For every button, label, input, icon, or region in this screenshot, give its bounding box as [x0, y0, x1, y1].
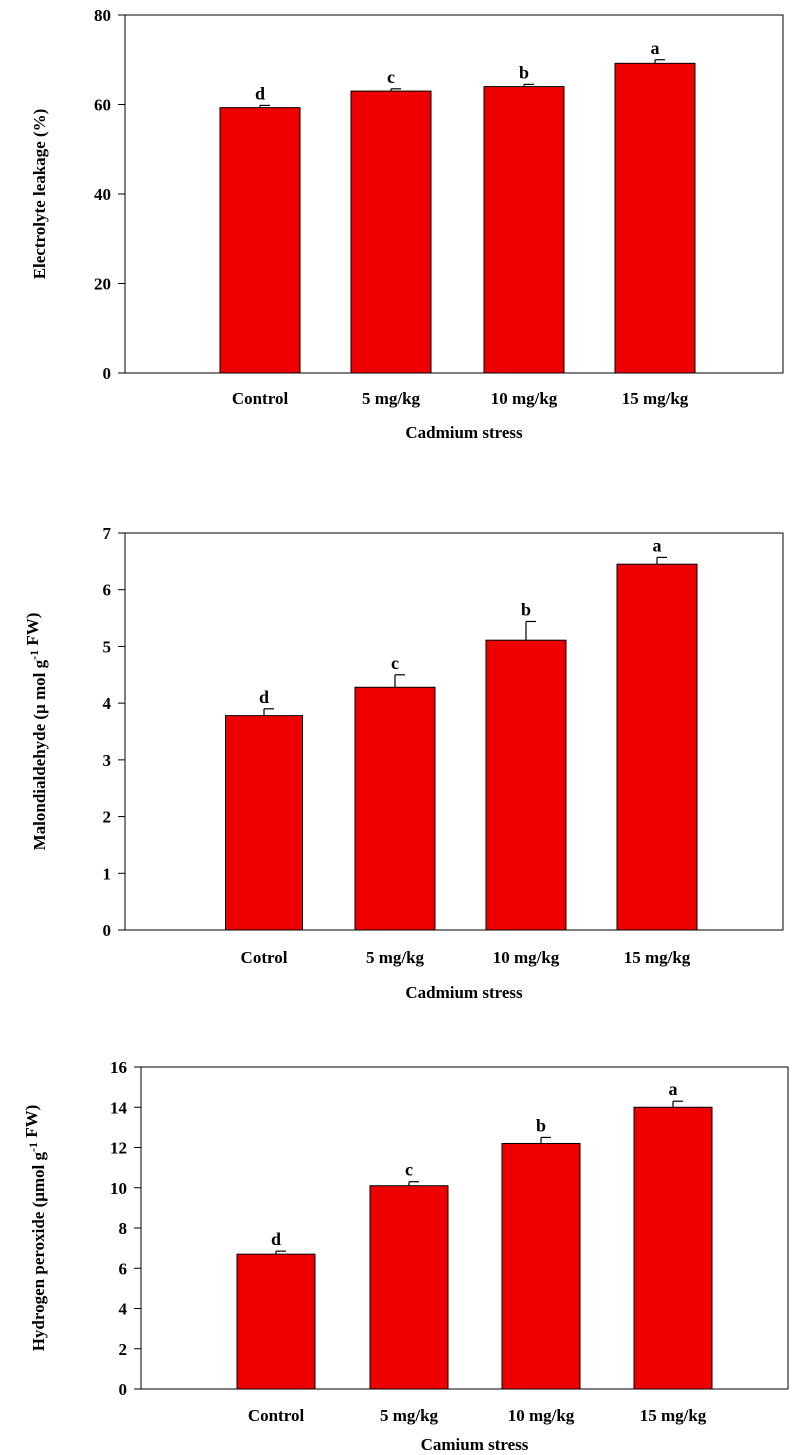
y-tick-label: 40 — [94, 185, 111, 204]
chart-panel-1: 0 20 40 60 80 d Control c 5 mg/kg b 10 mg/kg a 15 mg… — [30, 6, 784, 442]
y-tick-label: 0 — [103, 364, 112, 383]
x-axis-label: Cadmium stress — [405, 423, 523, 442]
y-axis-label-superscript: -1 — [27, 650, 41, 660]
x-category-label: Control — [248, 1406, 305, 1425]
chart-panel-2: 0 1 2 3 4 5 6 7 d Cotrol c 5 mg/kg b 10 mg/kg a 15 mg/k… — [23, 524, 784, 1002]
significance-letter: d — [271, 1229, 281, 1249]
bar — [236, 1253, 316, 1390]
significance-letter: b — [536, 1115, 546, 1135]
chart-panel-3: 0 2 4 6 8 10 12 14 16 d Control c 5 mg/kg b 10 mg/kg a 1… — [22, 1058, 789, 1454]
x-category-label: 15 mg/kg — [624, 948, 691, 967]
x-category-label: 10 mg/kg — [493, 948, 560, 967]
y-tick-label: 2 — [103, 808, 112, 827]
significance-letter: b — [519, 62, 529, 82]
significance-letter: c — [387, 67, 395, 87]
significance-letter: c — [405, 1160, 413, 1180]
significance-letter: d — [255, 83, 265, 103]
y-tick-label: 1 — [103, 864, 112, 883]
y-tick-label: 6 — [119, 1259, 128, 1278]
x-category-label: 10 mg/kg — [491, 389, 558, 408]
x-category-label: 15 mg/kg — [640, 1406, 707, 1425]
y-axis-label-part: Malondialdehyde (μ mol g — [30, 659, 49, 850]
y-axis-label: Electrolyte leakage (%) — [30, 109, 49, 280]
significance-letter: d — [259, 687, 269, 707]
y-tick-label: 3 — [103, 751, 112, 770]
significance-letter: a — [669, 1079, 678, 1099]
y-axis-label-part: FW) — [22, 1105, 41, 1142]
significance-letter: c — [391, 653, 399, 673]
bar — [485, 639, 567, 931]
y-tick-label: 4 — [119, 1300, 128, 1319]
y-tick-label: 20 — [94, 275, 111, 294]
x-category-label: 10 mg/kg — [508, 1406, 575, 1425]
x-category-label: 5 mg/kg — [366, 948, 425, 967]
x-category-label: 5 mg/kg — [362, 389, 421, 408]
bar — [483, 86, 565, 374]
y-axis-label: Malondialdehyde (μ mol g-1 FW) — [23, 613, 49, 851]
bar — [369, 1185, 449, 1390]
bar — [614, 62, 696, 374]
y-tick-label: 14 — [110, 1098, 128, 1117]
y-tick-label: 6 — [103, 581, 112, 600]
y-tick-label: 8 — [119, 1219, 128, 1238]
y-tick-label: 2 — [119, 1340, 128, 1359]
y-tick-label: 0 — [119, 1380, 128, 1399]
y-axis-label-part: Hydrogen peroxide (μmol g — [29, 1151, 48, 1351]
bar — [219, 107, 301, 374]
y-axis-label-part: Electrolyte leakage (%) — [30, 109, 49, 280]
y-tick-label: 60 — [94, 96, 111, 115]
y-tick-label: 12 — [110, 1139, 127, 1158]
x-category-label: 5 mg/kg — [380, 1406, 439, 1425]
bar — [633, 1106, 713, 1390]
y-axis-label-superscript: -1 — [26, 1142, 40, 1152]
x-axis-label: Camium stress — [421, 1435, 529, 1454]
y-tick-label: 7 — [103, 524, 112, 543]
bar — [501, 1142, 581, 1390]
y-tick-label: 80 — [94, 6, 111, 25]
bar — [225, 715, 303, 931]
x-category-label: Cotrol — [241, 948, 288, 967]
x-axis-label: Cadmium stress — [405, 983, 523, 1002]
x-category-label: 15 mg/kg — [622, 389, 689, 408]
significance-letter: b — [521, 599, 531, 619]
bar — [350, 90, 432, 374]
y-tick-label: 16 — [110, 1058, 127, 1077]
y-tick-label: 5 — [103, 637, 112, 656]
y-axis-label: Hydrogen peroxide (μmol g-1 FW) — [22, 1105, 48, 1352]
y-tick-label: 4 — [103, 694, 112, 713]
y-tick-label: 10 — [110, 1179, 127, 1198]
significance-letter: a — [653, 535, 662, 555]
plot-frame — [124, 532, 784, 931]
bar — [616, 563, 698, 931]
bar — [354, 686, 436, 931]
x-category-label: Control — [232, 389, 289, 408]
significance-letter: a — [651, 38, 660, 58]
y-axis-label-part: FW) — [23, 613, 42, 650]
y-tick-label: 0 — [103, 921, 112, 940]
